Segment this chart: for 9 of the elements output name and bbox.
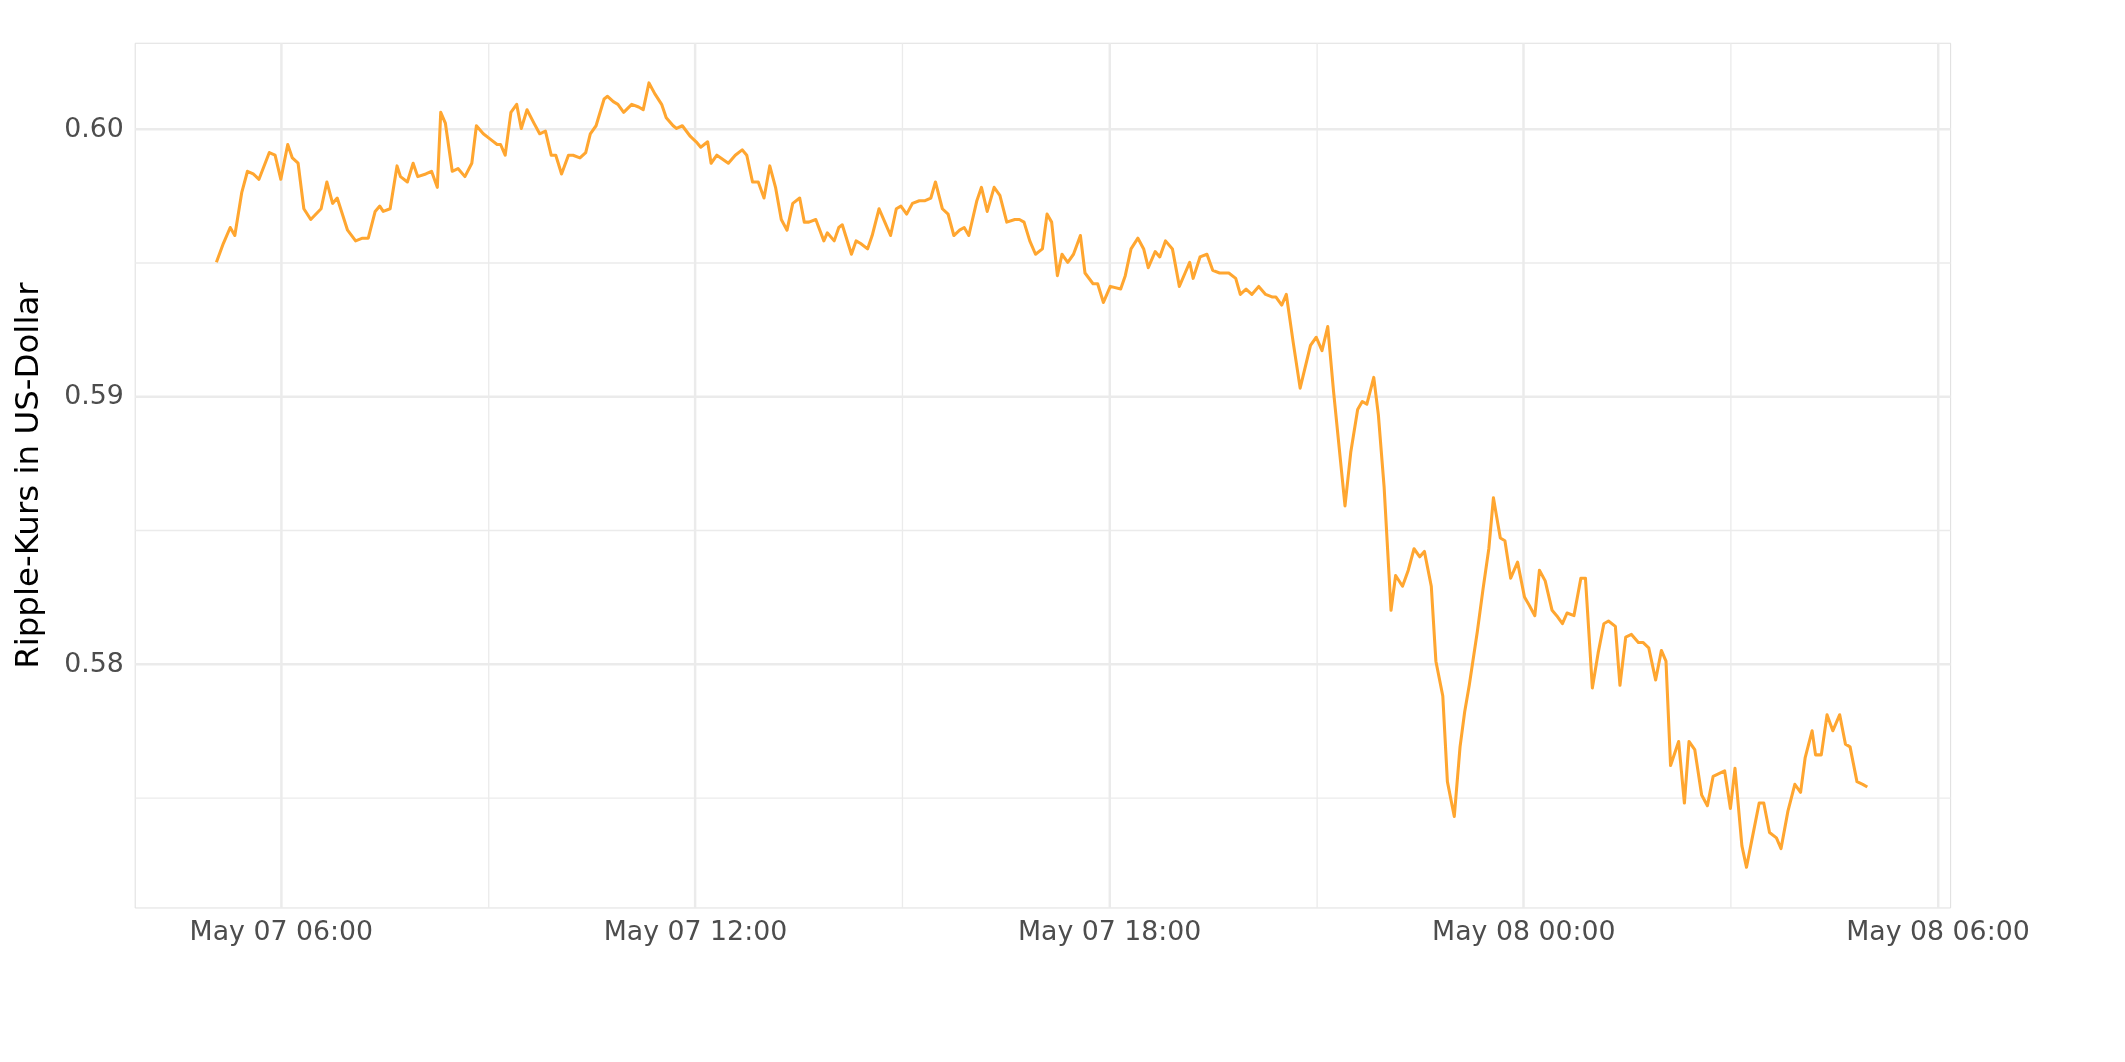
y-tick-label: 0.58 xyxy=(64,646,124,678)
y-tick-label: 0.60 xyxy=(64,111,124,143)
x-tick-label: May 07 06:00 xyxy=(189,915,374,947)
x-tick-label: May 08 06:00 xyxy=(1846,915,2030,947)
x-tick-label: May 08 00:00 xyxy=(1432,915,1616,947)
y-tick-label: 0.59 xyxy=(64,379,124,411)
x-tick-label: May 07 12:00 xyxy=(603,915,788,947)
x-tick-label: May 07 18:00 xyxy=(1017,915,1202,947)
y-axis-title: Ripple-Kurs in US-Dollar xyxy=(8,281,47,669)
